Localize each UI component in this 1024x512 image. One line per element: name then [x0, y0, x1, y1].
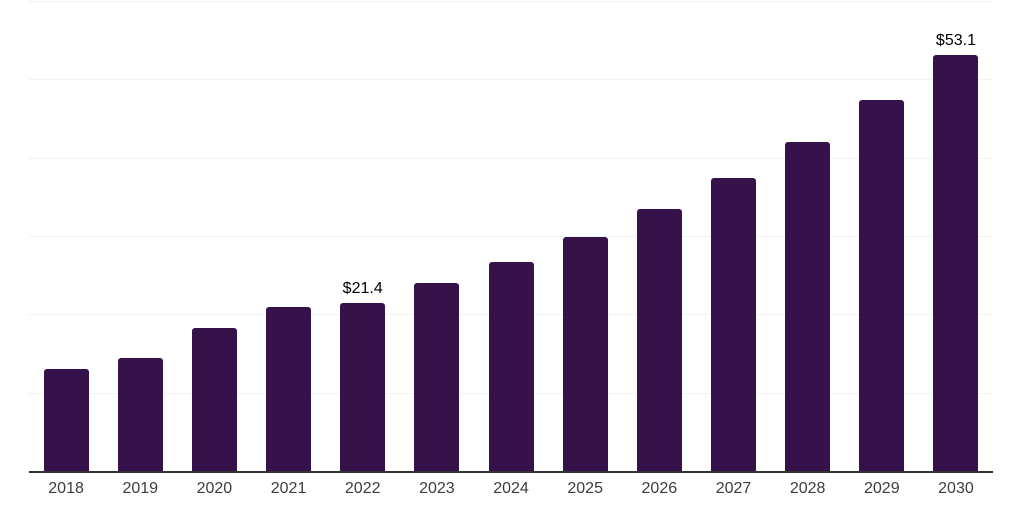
bar-slot-2024: [474, 1, 548, 471]
bar-slot-2022: $21.4: [326, 1, 400, 471]
x-tick-2018: 2018: [48, 480, 84, 497]
bar-slot-2026: [622, 1, 696, 471]
gridline-y-40: [29, 157, 993, 159]
bar-slot-2021: [251, 1, 325, 471]
bar-2018: [43, 369, 89, 471]
bar-2020: [191, 327, 237, 471]
x-tick-2024: 2024: [493, 480, 529, 497]
bar-slot-2027: [696, 1, 770, 471]
bar-slot-2023: [400, 1, 474, 471]
bar-2019: [117, 358, 163, 471]
x-tick-2019: 2019: [122, 480, 159, 497]
bar-2026: [636, 209, 682, 471]
bar-slot-2019: [103, 1, 177, 471]
x-tick-2020: 2020: [196, 480, 233, 497]
x-tick-2029: 2029: [864, 480, 900, 497]
x-tick-2023: 2023: [419, 480, 455, 497]
bar-2024: [488, 261, 534, 471]
x-tick-2025: 2025: [567, 480, 603, 497]
x-tick-2022: 2022: [344, 480, 381, 497]
x-tick-2028: 2028: [789, 480, 826, 497]
bar-2023: [414, 283, 460, 471]
gridline-y-50: [29, 79, 993, 81]
bar-slot-2028: [771, 1, 845, 471]
gridline-y-60: [29, 1, 993, 2]
x-tick-2021: 2021: [270, 480, 307, 497]
bar-slot-2030: $53.1: [919, 1, 993, 471]
bars-row: $21.4 $53.1: [29, 1, 993, 471]
x-tick-2026: 2026: [641, 480, 678, 497]
bar-2030: [933, 55, 979, 471]
x-axis: 2018 2019 2020 2021 2022 2023 2024 2025 2026 2027…: [29, 480, 993, 498]
bar-2022: [340, 303, 386, 471]
bar-2027: [710, 178, 756, 471]
value-label-2030: $53.1: [935, 32, 976, 50]
x-tick-2027: 2027: [715, 480, 752, 497]
gridline-y-30: [29, 236, 993, 237]
bar-2025: [562, 236, 608, 471]
plot-area: $21.4 $53.1: [29, 1, 993, 473]
bar-2029: [859, 99, 905, 471]
x-tick-2030: 2030: [938, 480, 974, 497]
bar-2028: [785, 142, 831, 471]
value-label-2022: $21.4: [342, 280, 383, 298]
bar-2021: [266, 307, 312, 471]
bar-slot-2029: [845, 1, 919, 471]
bar-slot-2018: [29, 1, 103, 471]
bar-slot-2025: [548, 1, 622, 471]
bar-slot-2020: [177, 1, 251, 471]
